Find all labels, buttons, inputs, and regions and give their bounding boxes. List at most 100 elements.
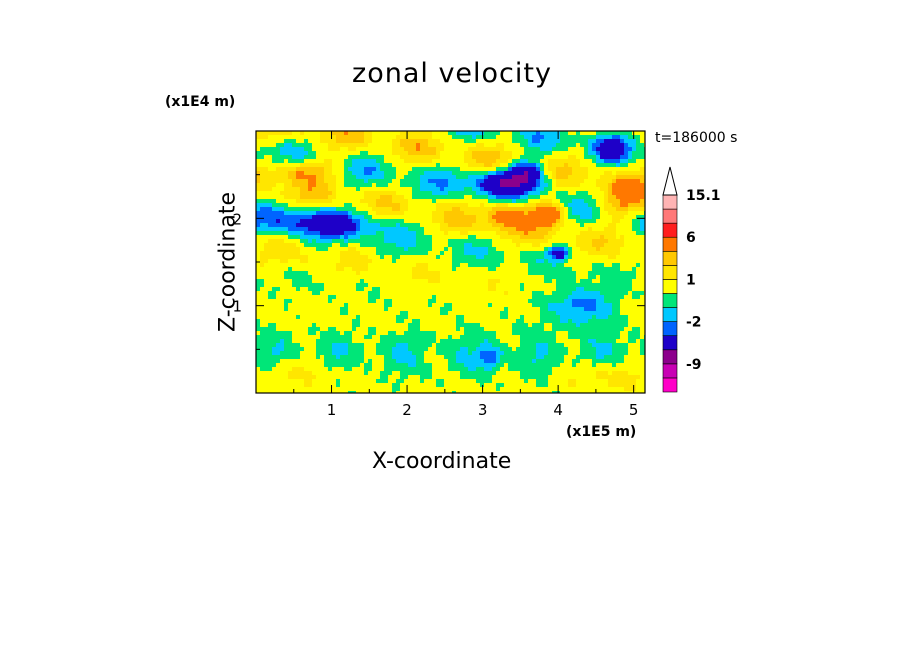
field-cell (380, 263, 385, 268)
field-cell (404, 147, 409, 152)
field-cell (588, 235, 593, 240)
field-cell (508, 327, 513, 332)
field-cell (464, 263, 469, 268)
field-cell (352, 271, 357, 276)
field-cell (544, 295, 549, 300)
field-cell (456, 259, 461, 264)
field-cell (432, 227, 437, 232)
field-cell (460, 243, 465, 248)
field-cell (484, 175, 489, 180)
field-cell (432, 135, 437, 140)
field-cell (440, 319, 445, 324)
field-cell (488, 331, 493, 336)
field-cell (368, 227, 373, 232)
field-cell (312, 227, 317, 232)
field-cell (612, 215, 617, 220)
field-cell (496, 199, 501, 204)
field-cell (504, 299, 509, 304)
field-cell (604, 183, 609, 188)
field-cell (492, 151, 497, 156)
field-cell (324, 215, 329, 220)
field-cell (388, 199, 393, 204)
field-cell (580, 271, 585, 276)
field-cell (456, 207, 461, 212)
field-cell (516, 191, 521, 196)
field-cell (396, 319, 401, 324)
field-cell (260, 331, 265, 336)
field-cell (552, 295, 557, 300)
field-cell (456, 323, 461, 328)
field-cell (416, 283, 421, 288)
field-cell (548, 299, 553, 304)
field-cell (364, 155, 369, 160)
field-cell (588, 179, 593, 184)
field-cell (540, 283, 545, 288)
field-cell (364, 287, 369, 292)
field-cell (260, 227, 265, 232)
field-cell (340, 327, 345, 332)
field-cell (384, 267, 389, 272)
field-cell (484, 143, 489, 148)
field-cell (328, 131, 333, 136)
field-cell (516, 199, 521, 204)
field-cell (516, 255, 521, 260)
field-cell (444, 223, 449, 228)
field-cell (404, 307, 409, 312)
field-cell (548, 239, 553, 244)
field-cell (268, 131, 273, 136)
field-cell (548, 263, 553, 268)
field-cell (556, 239, 561, 244)
field-cell (264, 299, 269, 304)
field-cell (284, 275, 289, 280)
field-cell (400, 211, 405, 216)
field-cell (260, 211, 265, 216)
field-cell (628, 223, 633, 228)
field-cell (504, 223, 509, 228)
field-cell (516, 187, 521, 192)
field-cell (440, 207, 445, 212)
field-cell (632, 307, 637, 312)
field-cell (368, 163, 373, 168)
field-cell (588, 307, 593, 312)
field-cell (504, 139, 509, 144)
field-cell (384, 163, 389, 168)
field-cell (336, 255, 341, 260)
field-cell (380, 299, 385, 304)
field-cell (516, 235, 521, 240)
field-cell (420, 151, 425, 156)
field-cell (360, 171, 365, 176)
field-cell (388, 291, 393, 296)
field-cell (384, 231, 389, 236)
field-cell (636, 195, 641, 200)
field-cell (272, 315, 277, 320)
field-cell (444, 275, 449, 280)
field-cell (516, 315, 521, 320)
field-cell (508, 263, 513, 268)
field-cell (312, 139, 317, 144)
field-cell (404, 319, 409, 324)
field-cell (428, 235, 433, 240)
field-cell (420, 323, 425, 328)
field-cell (284, 283, 289, 288)
field-cell (480, 143, 485, 148)
field-cell (256, 167, 261, 172)
field-cell (260, 207, 265, 212)
field-cell (424, 295, 429, 300)
field-cell (332, 239, 337, 244)
field-cell (492, 331, 497, 336)
field-cell (288, 239, 293, 244)
field-cell (260, 279, 265, 284)
field-cell (592, 163, 597, 168)
field-cell (412, 319, 417, 324)
field-cell (456, 271, 461, 276)
field-cell (288, 307, 293, 312)
field-cell (372, 143, 377, 148)
field-cell (452, 259, 457, 264)
field-cell (484, 231, 489, 236)
field-cell (368, 179, 373, 184)
field-cell (608, 275, 613, 280)
field-cell (288, 211, 293, 216)
field-cell (332, 179, 337, 184)
field-cell (408, 155, 413, 160)
field-cell (500, 159, 505, 164)
